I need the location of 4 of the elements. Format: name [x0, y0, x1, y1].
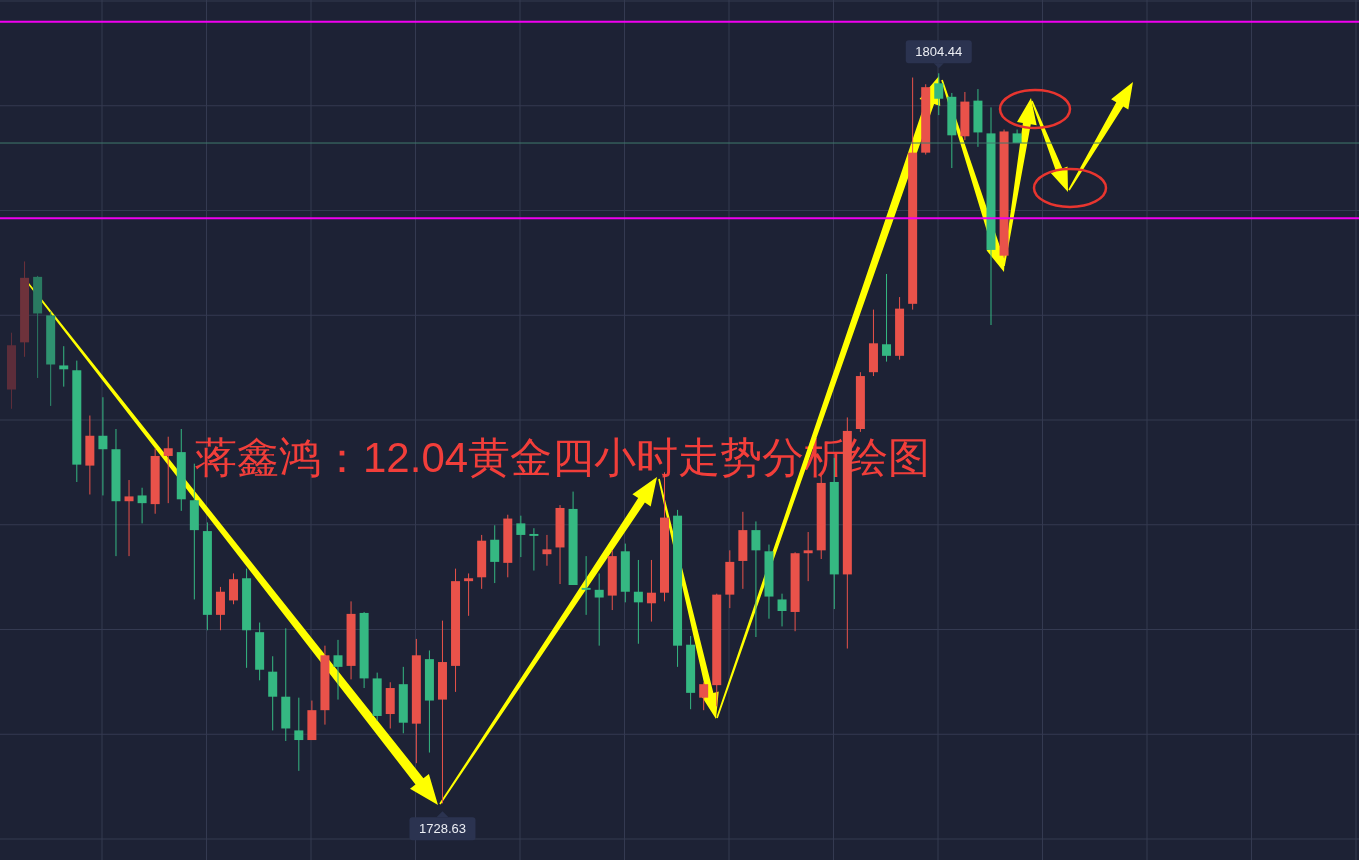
value-label: 1728.63 — [409, 811, 476, 841]
annotation: 1804.44 — [915, 44, 963, 60]
annotation: 1728.63 — [418, 821, 466, 837]
value-label: 1804.44 — [905, 40, 972, 69]
